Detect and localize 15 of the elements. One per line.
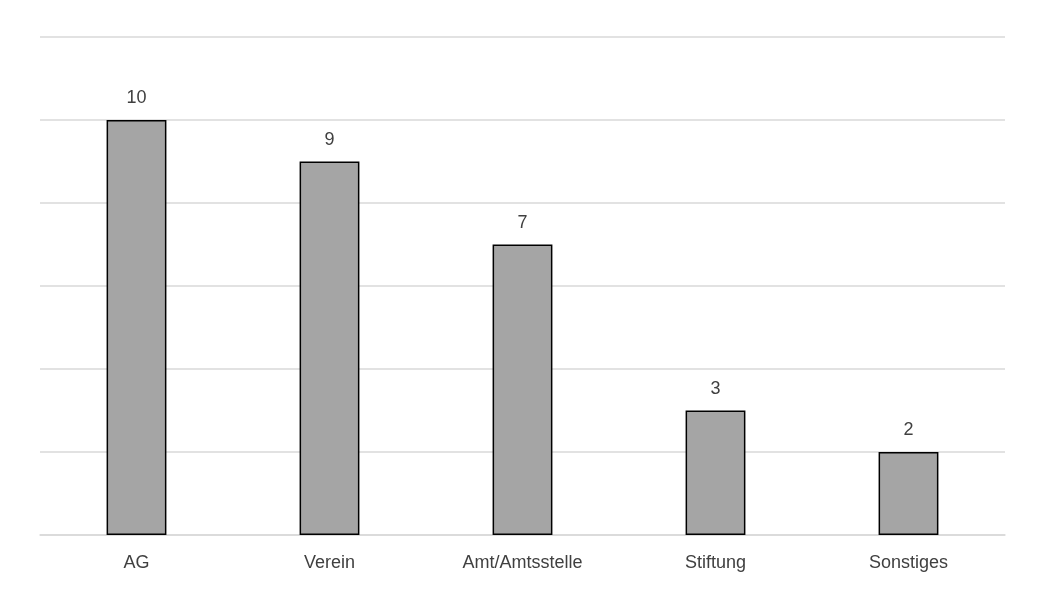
bar xyxy=(299,161,360,535)
x-tick-label: Stiftung xyxy=(684,552,747,572)
x-tick-label: Amt/Amtsstelle xyxy=(462,552,583,572)
data-label: 3 xyxy=(710,377,721,398)
x-tick-label: AG xyxy=(123,552,150,572)
bar xyxy=(492,244,553,535)
data-label: 10 xyxy=(126,87,147,107)
data-label: 7 xyxy=(517,211,528,232)
bar xyxy=(685,410,746,535)
x-tick-label: Sonstiges xyxy=(868,552,949,572)
x-tick-label: Verein xyxy=(303,552,356,572)
data-label: 9 xyxy=(324,128,335,149)
bar xyxy=(878,452,939,535)
bar xyxy=(106,120,167,535)
data-label: 2 xyxy=(903,419,914,439)
